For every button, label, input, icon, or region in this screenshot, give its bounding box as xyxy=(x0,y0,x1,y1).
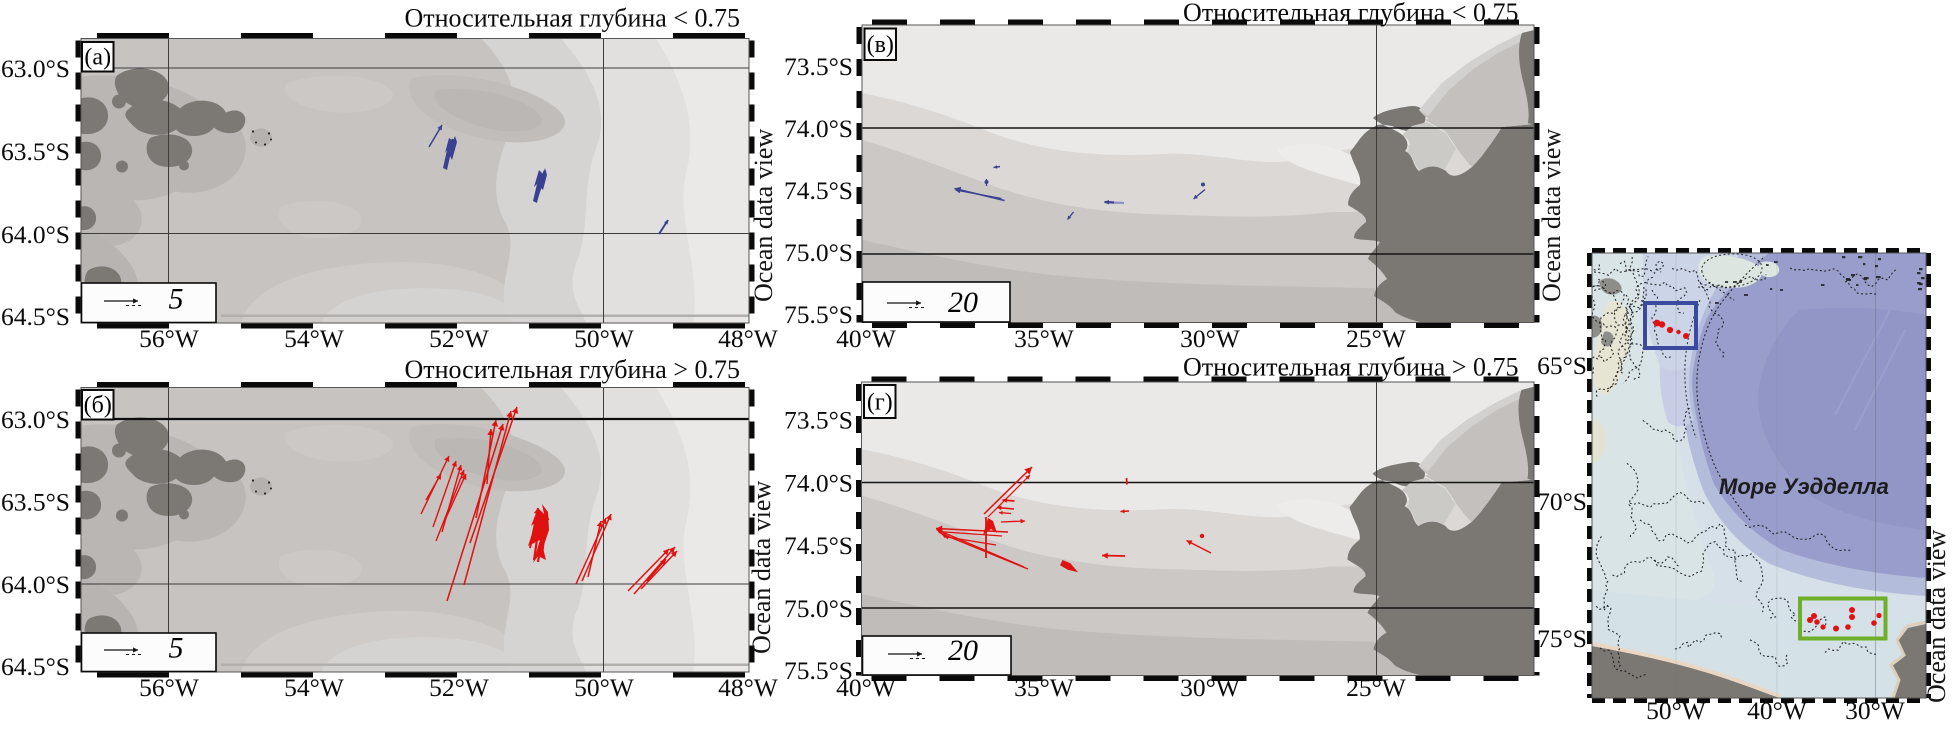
svg-text:5: 5 xyxy=(169,632,184,665)
svg-text:5: 5 xyxy=(169,283,184,316)
svg-text:25°W: 25°W xyxy=(1346,673,1407,702)
svg-text:74.5°S: 74.5°S xyxy=(784,176,853,205)
svg-text:20: 20 xyxy=(948,286,978,319)
svg-text:Относительная глубина > 0.75: Относительная глубина > 0.75 xyxy=(404,355,740,384)
svg-text:52°W: 52°W xyxy=(429,324,490,353)
svg-text:50°W: 50°W xyxy=(574,324,635,353)
svg-text:25°W: 25°W xyxy=(1346,324,1407,353)
svg-text:75.0°S: 75.0°S xyxy=(784,238,853,267)
svg-text:50°W: 50°W xyxy=(1646,696,1707,725)
svg-text:Ocean data view: Ocean data view xyxy=(747,481,776,654)
svg-text:Море Уэдделла: Море Уэдделла xyxy=(1719,474,1889,499)
svg-text:48°W: 48°W xyxy=(718,324,779,353)
svg-text:63.0°S: 63.0°S xyxy=(1,405,70,434)
svg-text:54°W: 54°W xyxy=(284,324,345,353)
svg-text:30°W: 30°W xyxy=(1845,696,1906,725)
svg-text:64.5°S: 64.5°S xyxy=(1,302,70,331)
svg-text:35°W: 35°W xyxy=(1014,324,1075,353)
svg-text:52°W: 52°W xyxy=(429,673,490,702)
svg-text:75.5°S: 75.5°S xyxy=(784,300,853,329)
svg-text:73.5°S: 73.5°S xyxy=(784,52,853,81)
svg-text:63.0°S: 63.0°S xyxy=(1,54,70,83)
svg-text:48°W: 48°W xyxy=(718,673,779,702)
svg-text:30°W: 30°W xyxy=(1180,673,1241,702)
svg-text:63.5°S: 63.5°S xyxy=(1,137,70,166)
svg-text:40°W: 40°W xyxy=(1747,696,1808,725)
svg-text:Ocean data view: Ocean data view xyxy=(1537,129,1566,302)
svg-text:Относительная глубина < 0.75: Относительная глубина < 0.75 xyxy=(404,4,740,33)
svg-text:74.0°S: 74.0°S xyxy=(784,469,853,498)
svg-text:40°W: 40°W xyxy=(836,324,897,353)
svg-text:75.0°S: 75.0°S xyxy=(784,594,853,623)
svg-text:Ocean data view: Ocean data view xyxy=(1922,530,1951,703)
svg-text:(г): (г) xyxy=(867,389,893,415)
svg-text:64.0°S: 64.0°S xyxy=(1,570,70,599)
svg-text:30°W: 30°W xyxy=(1180,324,1241,353)
svg-text:56°W: 56°W xyxy=(139,324,200,353)
svg-text:40°W: 40°W xyxy=(836,673,897,702)
svg-text:65°S: 65°S xyxy=(1537,351,1587,380)
svg-text:64.0°S: 64.0°S xyxy=(1,220,70,249)
svg-text:20: 20 xyxy=(948,634,978,667)
svg-text:75°S: 75°S xyxy=(1537,624,1587,653)
svg-text:54°W: 54°W xyxy=(284,673,345,702)
svg-text:63.5°S: 63.5°S xyxy=(1,488,70,517)
svg-text:75.5°S: 75.5°S xyxy=(784,656,853,685)
svg-text:74.5°S: 74.5°S xyxy=(784,531,853,560)
svg-text:Ocean data view: Ocean data view xyxy=(749,129,778,302)
svg-text:64.5°S: 64.5°S xyxy=(1,652,70,681)
svg-text:70°S: 70°S xyxy=(1537,487,1587,516)
svg-text:Относительная глубина < 0.75: Относительная глубина < 0.75 xyxy=(1183,0,1519,27)
svg-text:Относительная глубина > 0.75: Относительная глубина > 0.75 xyxy=(1183,353,1519,382)
svg-text:35°W: 35°W xyxy=(1014,673,1075,702)
svg-text:(a): (a) xyxy=(84,45,111,71)
svg-text:50°W: 50°W xyxy=(574,673,635,702)
svg-text:73.5°S: 73.5°S xyxy=(784,406,853,435)
svg-text:74.0°S: 74.0°S xyxy=(784,114,853,143)
svg-text:(в): (в) xyxy=(867,32,894,58)
svg-text:56°W: 56°W xyxy=(139,673,200,702)
svg-text:(б): (б) xyxy=(84,393,112,419)
